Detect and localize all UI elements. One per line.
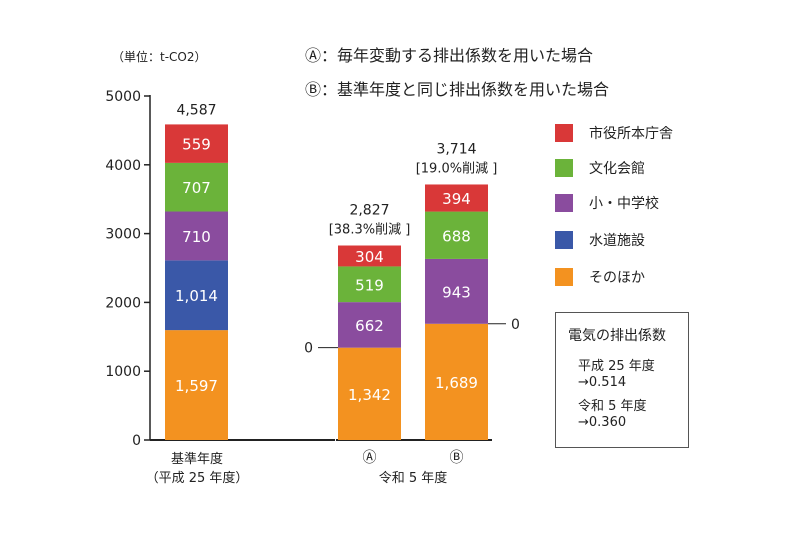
y-tick-label: 3000	[105, 227, 141, 243]
bar-segment	[425, 184, 488, 212]
total-label: 3,714	[436, 141, 476, 157]
legend-label: 文化会館	[589, 160, 645, 177]
y-tick-label: 1000	[105, 364, 141, 380]
electricity-factor-line: →0.360	[578, 415, 627, 430]
y-tick-label: 4000	[105, 158, 141, 174]
y-tick-label: 0	[132, 433, 141, 449]
bar-segment	[165, 260, 228, 331]
data-label: 1,342	[348, 386, 391, 404]
bar-segment	[165, 124, 228, 163]
legend-swatch	[555, 124, 573, 142]
data-label: 943	[442, 283, 471, 301]
reduction-label: [19.0%削減 ]	[416, 160, 498, 176]
data-label: 559	[182, 136, 211, 154]
data-label: 688	[442, 227, 471, 245]
total-label: 4,587	[176, 102, 216, 118]
data-label: 304	[355, 248, 384, 266]
bar-marker: Ⓐ	[363, 450, 377, 466]
electricity-factor-line: 令和 5 年度	[578, 399, 647, 414]
bar-segment	[165, 211, 228, 261]
unit-label: （単位：t-CO2）	[112, 49, 207, 64]
electricity-factor-box: 電気の排出係数 平成 25 年度 →0.514 令和 5 年度 →0.360	[555, 312, 689, 448]
bar-segment	[165, 330, 228, 440]
legend-swatch	[555, 159, 573, 177]
y-tick-label: 5000	[105, 89, 141, 105]
data-label: 1,597	[175, 377, 218, 395]
zero-marker-label: 0	[511, 317, 520, 333]
legend-swatch	[555, 268, 573, 286]
data-label: 707	[182, 179, 211, 197]
bar-segment	[425, 323, 488, 440]
bar-segment	[425, 211, 488, 259]
group-label-r5: 令和 5 年度	[379, 470, 448, 486]
bar-segment	[338, 347, 401, 440]
data-label: 662	[355, 317, 384, 335]
group-label-base: 基準年度	[171, 451, 223, 467]
legend-label: 水道施設	[589, 233, 645, 249]
reduction-label: [38.3%削減 ]	[329, 222, 411, 238]
data-label: 519	[355, 276, 384, 294]
group-label-base-sub: （平成 25 年度）	[146, 470, 249, 486]
data-label: 1,689	[435, 374, 478, 392]
total-label: 2,827	[349, 203, 389, 219]
electricity-factor-line: 平成 25 年度	[578, 359, 655, 374]
legend-swatch	[555, 194, 573, 212]
legend-swatch	[555, 231, 573, 249]
bar-segment	[425, 258, 488, 324]
note-b: Ⓑ：基準年度と同じ排出係数を用いた場合	[305, 80, 610, 99]
note-a: Ⓐ：毎年変動する排出係数を用いた場合	[305, 46, 594, 65]
legend-label: 小・中学校	[589, 195, 659, 212]
data-label: 1,014	[175, 287, 218, 305]
legend-label: そのほか	[589, 270, 645, 286]
bar-segment	[165, 162, 228, 212]
y-tick-label: 2000	[105, 295, 141, 311]
legend-label: 市役所本庁舎	[589, 125, 673, 142]
bar-segment	[338, 245, 401, 267]
data-label: 394	[442, 190, 471, 208]
electricity-factor-title: 電気の排出係数	[568, 328, 666, 344]
bar-segment	[338, 266, 401, 303]
bar-segment	[338, 302, 401, 348]
data-label: 710	[182, 228, 211, 246]
bar-marker: Ⓑ	[450, 450, 464, 466]
zero-marker-label: 0	[304, 341, 313, 357]
electricity-factor-line: →0.514	[578, 375, 627, 390]
